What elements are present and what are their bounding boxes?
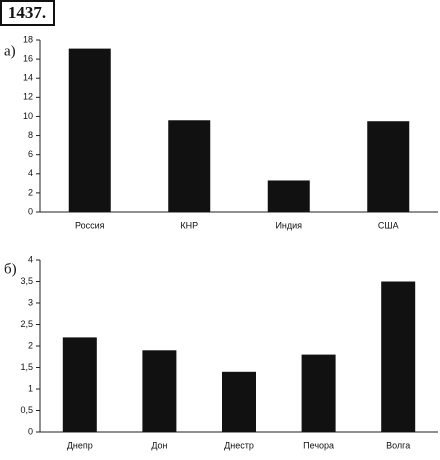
y-tick-label: 0 (28, 426, 33, 436)
y-tick-label: 1 (28, 383, 33, 393)
y-tick-label: 12 (23, 92, 33, 102)
exercise-number: 1437. (8, 3, 46, 22)
y-tick-label: 4 (28, 168, 33, 178)
y-tick-label: 3,5 (20, 276, 33, 286)
x-tick-label: Днестр (224, 440, 254, 450)
y-tick-label: 10 (23, 111, 33, 121)
bar (367, 121, 410, 212)
x-tick-label: Днепр (67, 440, 93, 450)
y-tick-label: 3 (28, 297, 33, 307)
y-tick-label: 4 (28, 254, 33, 264)
y-tick-label: 0 (28, 206, 33, 216)
x-tick-label: Волга (386, 440, 410, 450)
y-tick-label: 2 (28, 187, 33, 197)
header-box (0, 0, 55, 26)
y-tick-label: 14 (23, 73, 33, 83)
x-tick-label: КНР (180, 220, 198, 230)
panel-label: б) (4, 261, 17, 277)
y-tick-label: 1,5 (20, 362, 33, 372)
y-tick-label: 18 (23, 34, 33, 44)
y-tick-label: 16 (23, 53, 33, 63)
bar (62, 337, 97, 432)
x-tick-label: Индия (275, 220, 302, 230)
x-tick-label: Дон (151, 440, 167, 450)
x-tick-label: США (378, 220, 399, 230)
bar (168, 120, 211, 212)
bar (142, 350, 177, 432)
y-tick-label: 8 (28, 130, 33, 140)
y-tick-label: 2,5 (20, 319, 33, 329)
panel-label: а) (4, 43, 16, 59)
y-tick-label: 2 (28, 340, 33, 350)
y-tick-label: 0,5 (20, 405, 33, 415)
y-tick-label: 6 (28, 149, 33, 159)
bar (381, 281, 416, 432)
bar (301, 354, 336, 432)
bar (222, 371, 256, 432)
bar (267, 180, 310, 212)
x-tick-label: Россия (75, 220, 105, 230)
x-tick-label: Печора (303, 440, 334, 450)
bar (68, 48, 111, 212)
